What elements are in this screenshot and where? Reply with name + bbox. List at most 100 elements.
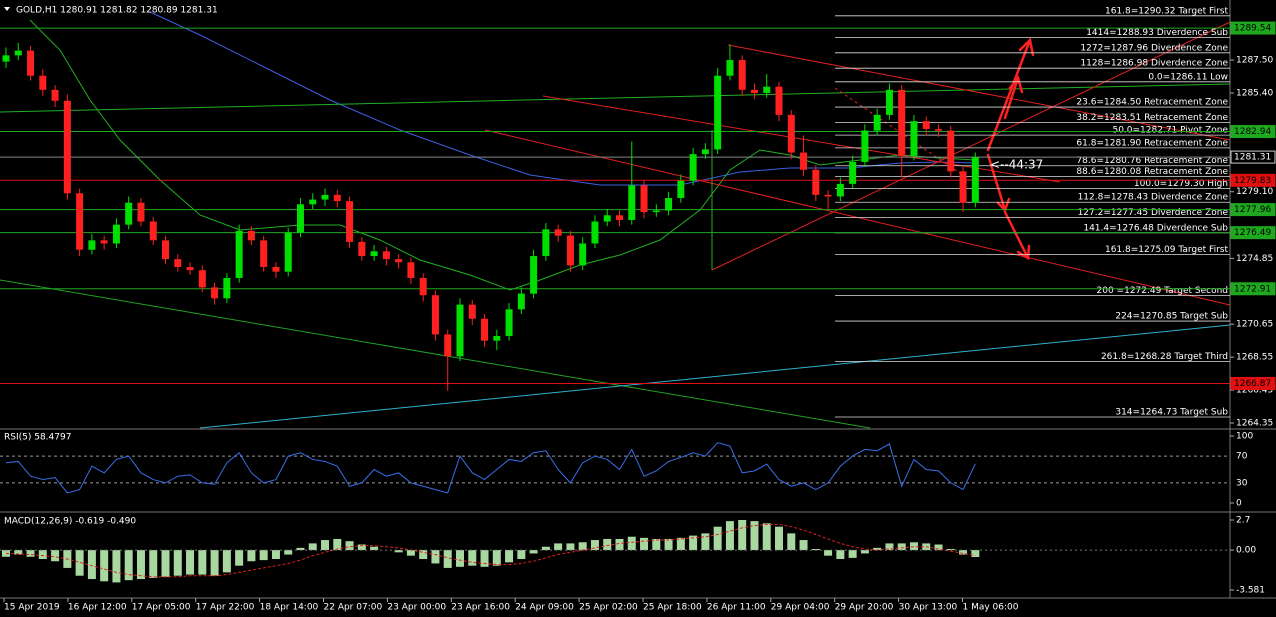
candle-body — [530, 256, 538, 294]
macd-bar — [284, 550, 293, 555]
candle-body — [321, 194, 329, 200]
macd-bar — [468, 550, 477, 566]
drawings — [0, 0, 1276, 599]
macd-bar — [897, 543, 906, 551]
x-tick-label: 17 Apr 22:00 — [196, 603, 255, 613]
y-tick-label: 1287.50 — [1236, 56, 1273, 66]
price-box — [1230, 125, 1276, 139]
macd-bar — [235, 550, 244, 566]
candle-body — [579, 243, 587, 266]
candle-body — [186, 266, 194, 271]
candle-body — [947, 130, 955, 172]
level-label: 261.8=1268.28 Target Third — [1101, 352, 1228, 362]
candle-body — [665, 198, 673, 211]
price-box-label: 1277.96 — [1234, 205, 1271, 215]
macd-bar — [38, 550, 47, 560]
macd-bar — [308, 543, 317, 551]
x-tick-label: 25 Apr 18:00 — [643, 603, 702, 613]
macd-bar — [824, 550, 833, 556]
candle-body — [333, 194, 341, 202]
level-label: 200 =1272.49 Target Second — [1097, 286, 1228, 296]
macd-bar — [100, 550, 109, 582]
macd-bar — [566, 543, 575, 551]
candle-body — [174, 259, 182, 267]
candle-body — [591, 221, 599, 244]
candle-body — [223, 277, 231, 299]
level-label: 1128=1286.98 Diverdence Zone — [1080, 59, 1228, 69]
x-tick-label: 26 Apr 11:00 — [707, 603, 766, 613]
price-box-label: 1272.91 — [1234, 284, 1271, 294]
candle-body — [873, 114, 881, 131]
macd-bar — [836, 550, 845, 560]
arrow — [1003, 210, 1030, 260]
macd-bar — [321, 540, 330, 551]
macd-bar — [701, 533, 710, 551]
fast-moving-average — [29, 19, 976, 291]
symbol-menu-icon[interactable] — [4, 7, 10, 11]
level-label: 127.2=1277.45 Diverdence Zone — [1078, 208, 1229, 218]
x-tick-label: 22 Apr 07:00 — [324, 603, 383, 613]
macd-bar — [554, 543, 563, 551]
candle-body — [701, 149, 709, 155]
x-tick-label: 25 Apr 02:00 — [579, 603, 638, 613]
candle-body — [198, 270, 206, 288]
candle-body — [652, 210, 660, 213]
level-label: 224=1270.85 Target Sub — [1115, 312, 1228, 322]
candle-body — [616, 215, 623, 220]
macd-bar — [480, 550, 489, 567]
x-tick-label: 18 Apr 14:00 — [260, 603, 319, 613]
level-label: 88.6=1280.08 Retracement Zone — [1076, 167, 1228, 177]
macd-bar — [198, 550, 207, 575]
level-label: 100.0=1279.30 High — [1134, 179, 1228, 189]
price-box — [1230, 173, 1276, 187]
x-tick-label: 16 Apr 12:00 — [68, 603, 127, 613]
macd-bar — [725, 521, 734, 551]
macd-bar — [787, 533, 796, 551]
candle-body — [775, 86, 783, 115]
candle-body — [346, 201, 354, 242]
candle-body — [505, 309, 513, 336]
candle-body — [235, 230, 243, 278]
candle-body — [88, 240, 96, 250]
level-label: 23.6=1284.50 Retracement Zone — [1076, 98, 1228, 108]
candle-body — [247, 230, 255, 241]
candle-body — [63, 100, 71, 194]
candle-body — [272, 266, 280, 272]
candle-body — [763, 86, 771, 93]
macd-bar — [578, 542, 587, 551]
candle-body — [836, 183, 844, 197]
macd-bar — [431, 550, 440, 564]
candle-body — [296, 204, 304, 233]
price-box-label: 1276.49 — [1234, 228, 1271, 238]
candle-body — [149, 221, 157, 241]
macd-bar — [750, 521, 759, 551]
rsi-line — [5, 442, 976, 494]
level-label: 61.8=1281.90 Retracement Zone — [1076, 138, 1228, 148]
macd-bar — [87, 550, 96, 580]
macd-bar — [394, 550, 403, 553]
macd-bar — [173, 550, 182, 576]
candle-body — [395, 259, 403, 263]
candle-body — [493, 335, 501, 341]
x-tick-label: 15 Apr 2019 — [4, 603, 60, 613]
macd-bar — [345, 541, 354, 551]
macd-bar — [959, 550, 968, 555]
price-box — [1230, 376, 1276, 390]
arrow — [1003, 76, 1020, 120]
x-tick-label: 29 Apr 20:00 — [835, 603, 894, 613]
macd-bar — [934, 544, 943, 551]
candle-body — [444, 334, 452, 357]
macd-bar — [909, 542, 918, 551]
macd-bar — [51, 550, 60, 562]
candle-body — [922, 121, 930, 130]
x-tick-label: 30 Apr 13:00 — [899, 603, 958, 613]
candle-body — [603, 215, 611, 222]
macd-bar — [222, 550, 231, 573]
candle-body — [370, 251, 378, 257]
macd-bar — [247, 550, 256, 562]
level-label: 38.2=1283.51 Retracement Zone — [1076, 113, 1228, 123]
macd-bar — [296, 547, 305, 551]
candle-body — [51, 89, 59, 101]
arrow-head — [1018, 37, 1035, 57]
